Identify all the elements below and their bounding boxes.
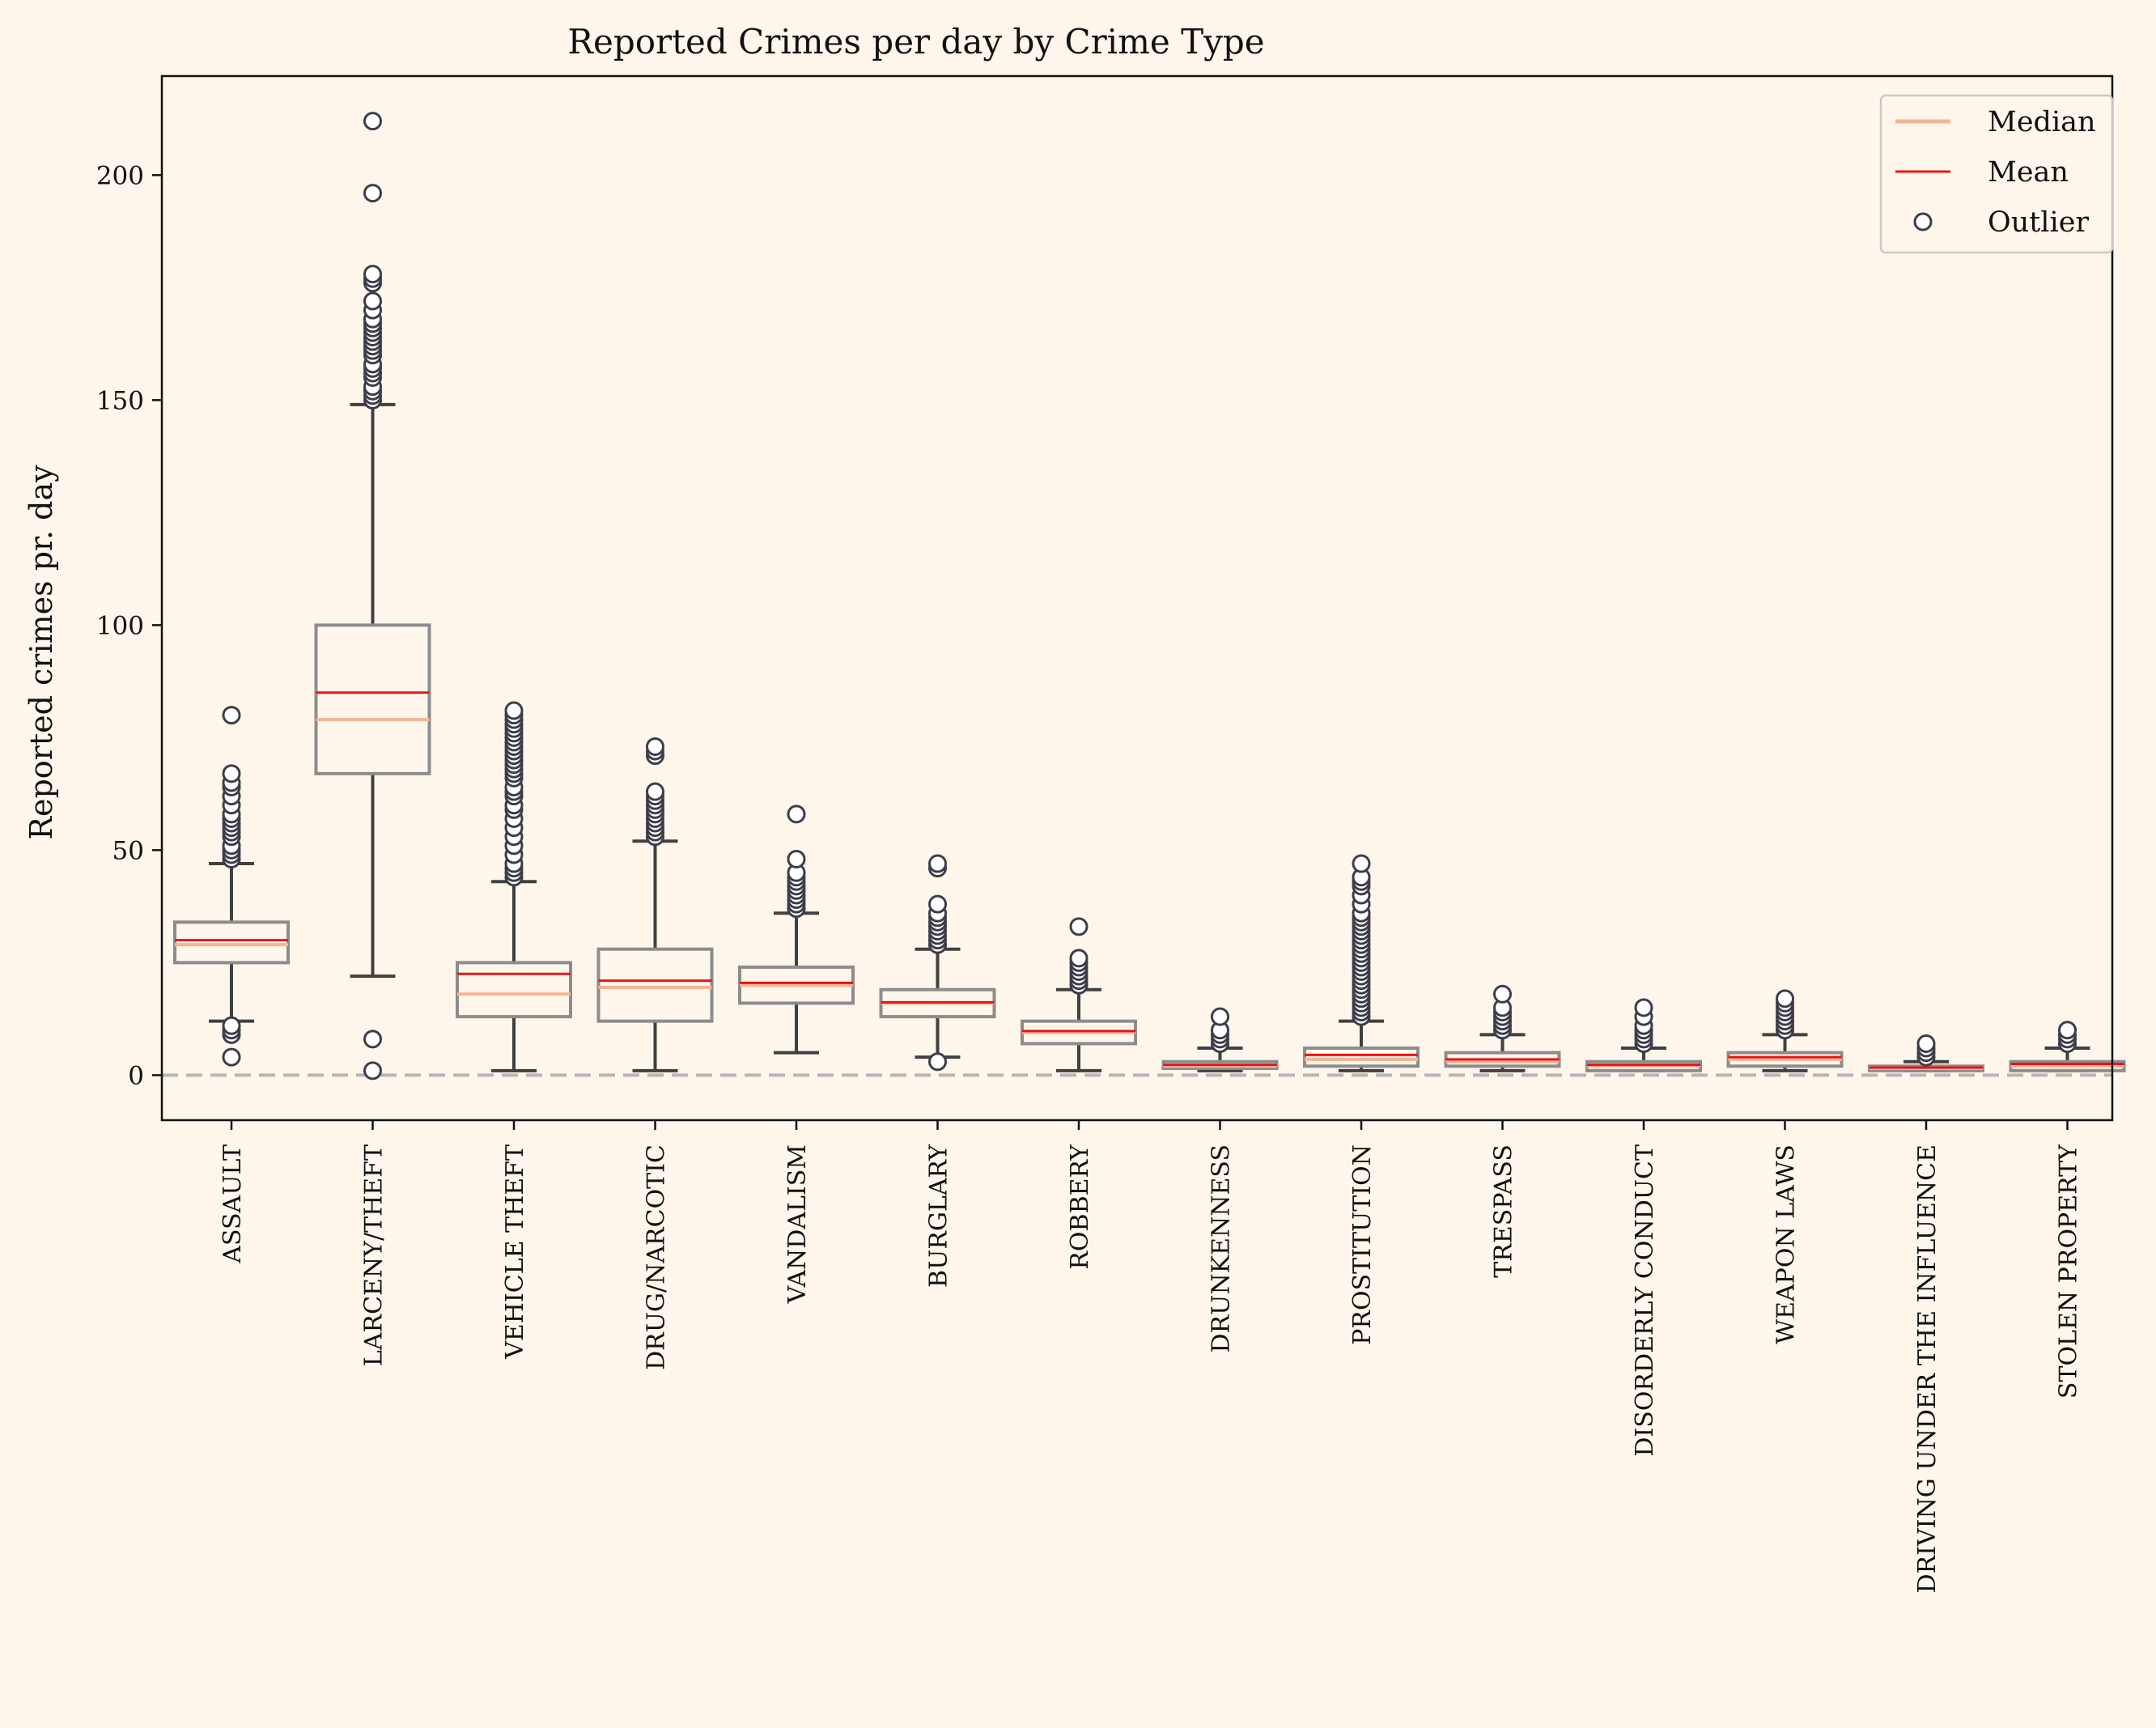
outlier-point — [1069, 917, 1089, 936]
outlier-point — [222, 1047, 241, 1067]
x-tick-label: DRUG/NARCOTIC — [643, 1144, 671, 1370]
outlier-point — [928, 854, 947, 873]
outlier-point — [1211, 1007, 1229, 1026]
x-tick-label: VEHICLE THEFT — [501, 1144, 529, 1360]
outlier-point — [1634, 998, 1653, 1017]
legend-label-outlier: Outlier — [1988, 206, 2089, 239]
iqr-box — [456, 961, 572, 1019]
outlier-point — [928, 1052, 947, 1072]
iqr-box — [596, 947, 714, 1023]
outlier-point — [646, 782, 664, 801]
box-2 — [456, 701, 572, 1072]
outlier-point — [1493, 984, 1512, 1004]
plot-area: 0 50 100 150 200 ASSAULT LARCENY/THEFT VEHICLE … — [96, 74, 2126, 1593]
box-3 — [596, 737, 714, 1072]
iqr-box — [314, 623, 431, 775]
box-13 — [2009, 1021, 2126, 1072]
x-tick-label: PROSTITUTION — [1348, 1144, 1377, 1345]
y-tick-label: 150 — [96, 386, 144, 415]
outlier-point — [2058, 1021, 2077, 1040]
plot-background — [162, 76, 2112, 1120]
outlier-point — [363, 265, 382, 284]
outlier-point — [222, 706, 241, 725]
box-4 — [738, 805, 855, 1055]
box-0 — [173, 706, 290, 1067]
outlier-point — [787, 805, 806, 824]
legend-label-median: Median — [1988, 106, 2096, 138]
x-tick-label: DRIVING UNDER THE INFLUENCE — [1913, 1144, 1942, 1593]
box-1 — [314, 112, 431, 1081]
outlier-point — [363, 112, 382, 131]
x-tick-label: ASSAULT — [219, 1144, 247, 1264]
outlier-point — [1069, 949, 1089, 968]
x-tick-label: DISORDERLY CONDUCT — [1631, 1144, 1659, 1457]
y-tick-label: 0 — [128, 1061, 144, 1090]
x-tick-label: WEAPON LAWS — [1772, 1144, 1801, 1344]
box-9 — [1444, 984, 1561, 1072]
outlier-point — [1776, 989, 1794, 1008]
x-tick-label: BURGLARY — [925, 1144, 953, 1288]
outlier-point — [363, 184, 382, 203]
box-12 — [1868, 1034, 1984, 1072]
outlier-point — [787, 850, 806, 868]
y-tick-label: 200 — [96, 161, 144, 190]
iqr-box — [1303, 1047, 1420, 1068]
box-10 — [1585, 998, 1702, 1072]
x-tick-label: DRUNKENNESS — [1207, 1144, 1236, 1352]
legend-label-mean: Mean — [1988, 156, 2069, 189]
y-tick-label: 50 — [112, 836, 144, 865]
outlier-point — [504, 701, 524, 720]
legend: Median Mean Outlier — [1879, 94, 2114, 254]
outlier-point — [1352, 854, 1371, 873]
y-tick-label: 100 — [96, 611, 144, 640]
box-5 — [879, 854, 996, 1072]
box-7 — [1161, 1007, 1279, 1072]
outlier-point — [1916, 1034, 1936, 1053]
x-tick-label: VANDALISM — [783, 1144, 812, 1304]
box-8 — [1303, 854, 1420, 1072]
outlier-point — [222, 764, 241, 783]
y-axis-label: Reported crimes pr. day — [23, 465, 59, 840]
outlier-point — [646, 737, 664, 756]
outlier-point — [363, 1061, 382, 1081]
outlier-point — [363, 1030, 382, 1049]
box-11 — [1726, 989, 1844, 1072]
axes-frame — [160, 74, 2114, 1122]
outlier-point — [222, 1016, 241, 1035]
box-6 — [1021, 917, 1137, 1072]
outlier-point — [928, 894, 947, 914]
x-tick-label: TRESPASS — [1490, 1144, 1518, 1278]
legend-outlier-swatch — [1913, 212, 1933, 231]
x-tick-label: STOLEN PROPERTY — [2055, 1144, 2083, 1399]
iqr-box — [173, 920, 290, 965]
x-tick-label: LARCENY/THEFT — [360, 1144, 388, 1366]
legend-box — [1879, 94, 2114, 254]
outlier-point — [363, 291, 382, 311]
x-tick-label: ROBBERY — [1066, 1144, 1094, 1270]
chart-title: Reported Crimes per day by Crime Type — [567, 22, 1264, 62]
